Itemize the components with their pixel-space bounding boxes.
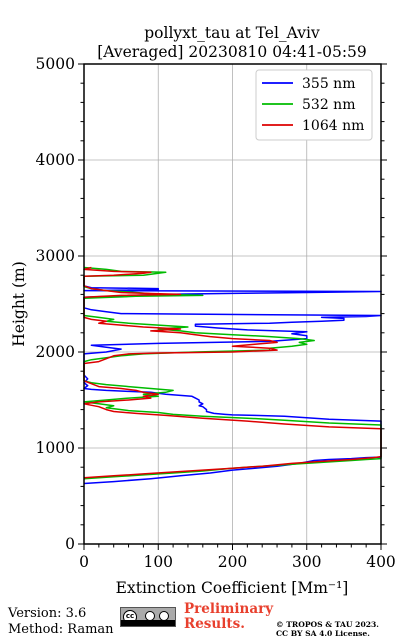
series-line-532-nm — [83, 266, 382, 480]
chart-title: pollyxt_tau at Tel_Aviv — [144, 24, 320, 42]
copyright-notice: © TROPOS & TAU 2023. CC BY SA 4.0 Licens… — [276, 620, 379, 638]
method-text: Method: Raman — [8, 622, 114, 637]
legend-label: 1064 nm — [302, 118, 364, 134]
x-tick-label: 100 — [143, 553, 173, 571]
x-tick-label: 200 — [218, 553, 248, 571]
x-tick-label: 0 — [79, 553, 89, 571]
preliminary-line2: Results. — [184, 616, 245, 632]
version-text: Version: 3.6 — [8, 606, 87, 621]
y-tick-label: 1000 — [36, 439, 75, 457]
x-tick-label: 400 — [366, 553, 396, 571]
cc-by-sa-icon: cc — [120, 607, 176, 627]
copyright-line2: CC BY SA 4.0 License. — [276, 629, 370, 638]
y-tick-label: 2000 — [36, 343, 75, 361]
legend: 355 nm 532 nm 1064 nm — [255, 69, 373, 141]
chart-subtitle: [Averaged] 20230810 04:41-05:59 — [97, 43, 367, 61]
preliminary-line1: Preliminary — [184, 601, 274, 617]
ticks: 0 1000 2000 3000 4000 5000 0 100 200 300 400 — [36, 55, 396, 571]
copyright-line1: © TROPOS & TAU 2023. — [276, 620, 379, 629]
preliminary-notice: Preliminary Results. — [184, 602, 273, 632]
chart: pollyxt_tau at Tel_Aviv [Averaged] 20230… — [10, 24, 396, 597]
y-tick-label: 0 — [65, 535, 75, 553]
y-axis-label: Height (m) — [10, 261, 28, 347]
y-tick-label: 3000 — [36, 247, 75, 265]
footer-info: Version: 3.6 Method: Raman — [8, 606, 114, 638]
y-tick-label: 5000 — [36, 55, 75, 73]
x-tick-label: 300 — [292, 553, 322, 571]
cc-band — [121, 620, 175, 626]
x-axis-label: Extinction Coefficient [Mm⁻¹] — [116, 579, 349, 597]
legend-label: 532 nm — [302, 97, 355, 113]
y-tick-label: 4000 — [36, 151, 75, 169]
legend-box — [255, 69, 373, 141]
legend-label: 355 nm — [302, 76, 355, 92]
